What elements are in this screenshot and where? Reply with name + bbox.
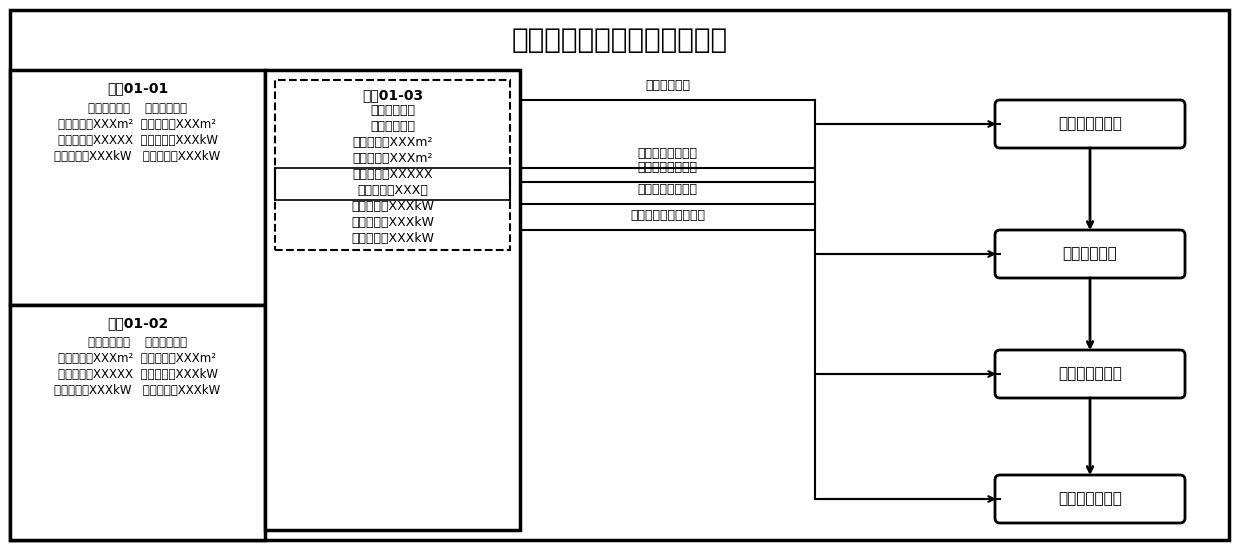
Text: 地块01-01: 地块01-01 (107, 81, 169, 95)
Text: 确定项目基本信息: 确定项目基本信息 (638, 161, 698, 174)
Text: 项目名称：XXXXX: 项目名称：XXXXX (352, 168, 432, 180)
Text: 远景负荷：XXXkW: 远景负荷：XXXkW (351, 232, 434, 245)
Text: 地块01-02: 地块01-02 (107, 316, 169, 330)
Text: 确定地块现状负荷: 确定地块现状负荷 (638, 183, 698, 196)
Text: 确定地块近、远期负荷: 确定地块近、远期负荷 (629, 209, 705, 222)
Text: 占地面积：XXXm²  建筑面积：XXXm²: 占地面积：XXXm² 建筑面积：XXXm² (58, 118, 217, 130)
FancyBboxPatch shape (995, 350, 1184, 398)
Text: 现状配电网负荷: 现状配电网负荷 (1058, 366, 1123, 382)
Text: 近期负荷：XXXkW   远景负荷：XXXkW: 近期负荷：XXXkW 远景负荷：XXXkW (55, 384, 221, 398)
Text: 确定地块边界: 确定地块边界 (646, 79, 690, 92)
Text: 占地面积：XXXm²  建筑面积：XXXm²: 占地面积：XXXm² 建筑面积：XXXm² (58, 353, 217, 366)
FancyBboxPatch shape (995, 100, 1184, 148)
Text: 项目名称：XXXXX  现状负荷：XXXkW: 项目名称：XXXXX 现状负荷：XXXkW (57, 368, 218, 382)
Text: 商业办公用地: 商业办公用地 (370, 119, 415, 133)
Text: 用户信息数据: 用户信息数据 (1063, 246, 1118, 261)
Text: 规划改造地块: 规划改造地块 (370, 103, 415, 117)
Text: 近远期负荷预测: 近远期负荷预测 (1058, 492, 1123, 507)
Text: 已建保留地块    二类居住用地: 已建保留地块 二类居住用地 (88, 337, 187, 349)
Text: 现状负荷：XXXkW: 现状负荷：XXXkW (351, 200, 434, 212)
Text: 确定地块基本信息: 确定地块基本信息 (638, 147, 698, 160)
Text: 建筑面积：XXXm²: 建筑面积：XXXm² (352, 151, 432, 164)
Bar (10, 305, 265, 540)
Bar (10, 70, 265, 305)
Bar (275, 80, 510, 250)
Text: 地块01-03: 地块01-03 (362, 88, 422, 102)
Text: 占地面积：XXXm²: 占地面积：XXXm² (352, 135, 432, 149)
Text: 近期负荷：XXXkW   远景负荷：XXXkW: 近期负荷：XXXkW 远景负荷：XXXkW (55, 150, 221, 162)
Text: 近期负荷：XXXkW: 近期负荷：XXXkW (351, 216, 434, 228)
Text: 确定地块基本信息及负荷信息: 确定地块基本信息及负荷信息 (512, 26, 727, 54)
FancyBboxPatch shape (995, 230, 1184, 278)
Text: 改造时间：XXX年: 改造时间：XXX年 (357, 184, 427, 196)
Bar (265, 70, 520, 530)
Text: 已建保留地块    二类居住用地: 已建保留地块 二类居住用地 (88, 102, 187, 114)
Text: 控制性详细规划: 控制性详细规划 (1058, 117, 1123, 131)
FancyBboxPatch shape (995, 475, 1184, 523)
Text: 项目名称：XXXXX  现状负荷：XXXkW: 项目名称：XXXXX 现状负荷：XXXkW (57, 134, 218, 146)
